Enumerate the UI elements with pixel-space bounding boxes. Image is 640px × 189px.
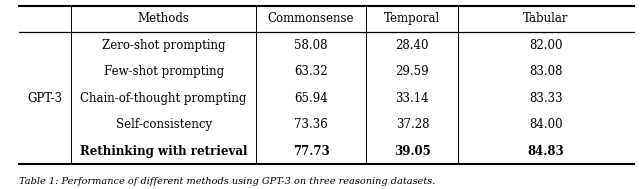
Text: Rethinking with retrieval: Rethinking with retrieval	[80, 145, 247, 158]
Text: 29.59: 29.59	[396, 65, 429, 78]
Text: 73.36: 73.36	[294, 118, 328, 131]
Text: Few-shot prompting: Few-shot prompting	[104, 65, 223, 78]
Text: Temporal: Temporal	[384, 12, 440, 25]
Text: Methods: Methods	[138, 12, 189, 25]
Text: Self-consistency: Self-consistency	[116, 118, 212, 131]
Text: 63.32: 63.32	[294, 65, 328, 78]
Text: 37.28: 37.28	[396, 118, 429, 131]
Text: 83.08: 83.08	[529, 65, 563, 78]
Text: 84.83: 84.83	[527, 145, 564, 158]
Text: Table 1: Performance of different methods using GPT-3 on three reasoning dataset: Table 1: Performance of different method…	[19, 177, 436, 186]
Text: 39.05: 39.05	[394, 145, 431, 158]
Text: 33.14: 33.14	[396, 92, 429, 105]
Text: 28.40: 28.40	[396, 39, 429, 52]
Text: 83.33: 83.33	[529, 92, 563, 105]
Text: 77.73: 77.73	[292, 145, 330, 158]
Text: Commonsense: Commonsense	[268, 12, 355, 25]
Text: Zero-shot prompting: Zero-shot prompting	[102, 39, 225, 52]
Text: Chain-of-thought prompting: Chain-of-thought prompting	[81, 92, 247, 105]
Text: GPT-3: GPT-3	[28, 92, 63, 105]
Text: 58.08: 58.08	[294, 39, 328, 52]
Text: 82.00: 82.00	[529, 39, 563, 52]
Text: 84.00: 84.00	[529, 118, 563, 131]
Text: Tabular: Tabular	[524, 12, 569, 25]
Text: 65.94: 65.94	[294, 92, 328, 105]
